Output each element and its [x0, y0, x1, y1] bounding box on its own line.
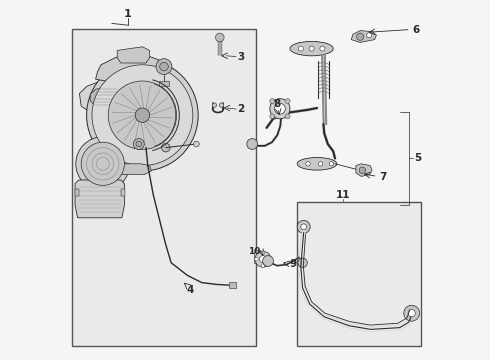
Text: 2: 2	[237, 104, 245, 114]
Circle shape	[92, 65, 193, 166]
Circle shape	[220, 103, 224, 107]
Polygon shape	[90, 86, 124, 108]
Circle shape	[259, 256, 267, 263]
Bar	[218, 47, 221, 49]
Bar	[218, 41, 221, 43]
Circle shape	[357, 33, 364, 40]
Polygon shape	[356, 164, 372, 176]
Circle shape	[156, 59, 172, 75]
Circle shape	[297, 220, 310, 233]
Circle shape	[270, 114, 275, 119]
Text: 9: 9	[289, 258, 296, 269]
Bar	[72, 29, 256, 346]
Circle shape	[136, 141, 142, 147]
Circle shape	[247, 139, 258, 149]
Circle shape	[285, 99, 290, 104]
Circle shape	[135, 108, 149, 122]
Bar	[254, 250, 261, 263]
Circle shape	[133, 139, 144, 149]
Text: 8: 8	[274, 99, 281, 109]
Circle shape	[162, 143, 170, 152]
Circle shape	[108, 81, 176, 149]
Circle shape	[274, 103, 285, 114]
Circle shape	[301, 224, 307, 230]
Circle shape	[261, 251, 265, 255]
Circle shape	[87, 59, 198, 171]
Circle shape	[76, 137, 130, 191]
Polygon shape	[351, 31, 376, 42]
Bar	[218, 44, 221, 46]
Polygon shape	[106, 164, 151, 175]
Circle shape	[306, 162, 310, 166]
Circle shape	[212, 103, 217, 107]
Bar	[297, 202, 421, 346]
Text: 3: 3	[237, 51, 245, 62]
Circle shape	[270, 99, 275, 104]
Circle shape	[255, 257, 258, 261]
Circle shape	[81, 142, 124, 185]
Circle shape	[404, 305, 419, 321]
Circle shape	[309, 46, 314, 51]
Bar	[229, 282, 236, 288]
Text: 5: 5	[414, 153, 421, 163]
Circle shape	[367, 33, 372, 38]
Polygon shape	[79, 79, 137, 115]
Circle shape	[329, 162, 334, 166]
Circle shape	[261, 264, 265, 267]
Polygon shape	[117, 47, 149, 63]
Circle shape	[408, 310, 416, 317]
Bar	[218, 53, 221, 55]
Circle shape	[298, 46, 303, 51]
Bar	[218, 50, 221, 52]
Text: 4: 4	[187, 285, 194, 295]
Polygon shape	[96, 54, 168, 82]
Text: 6: 6	[413, 24, 419, 35]
Text: 11: 11	[336, 190, 350, 200]
Circle shape	[255, 251, 271, 267]
Bar	[159, 81, 170, 86]
Circle shape	[270, 99, 290, 119]
Circle shape	[263, 256, 273, 266]
Ellipse shape	[290, 41, 333, 56]
Circle shape	[320, 46, 325, 51]
Text: 10: 10	[248, 248, 260, 256]
Ellipse shape	[297, 157, 337, 170]
Bar	[121, 189, 125, 196]
Circle shape	[298, 258, 307, 267]
Circle shape	[216, 33, 224, 42]
Circle shape	[268, 257, 271, 261]
Circle shape	[194, 141, 199, 147]
Circle shape	[285, 114, 290, 119]
Bar	[75, 189, 79, 196]
Text: 1: 1	[124, 9, 132, 19]
Text: 7: 7	[379, 172, 386, 182]
Circle shape	[318, 162, 323, 166]
Polygon shape	[75, 180, 124, 218]
Circle shape	[359, 167, 366, 174]
Circle shape	[160, 62, 169, 71]
